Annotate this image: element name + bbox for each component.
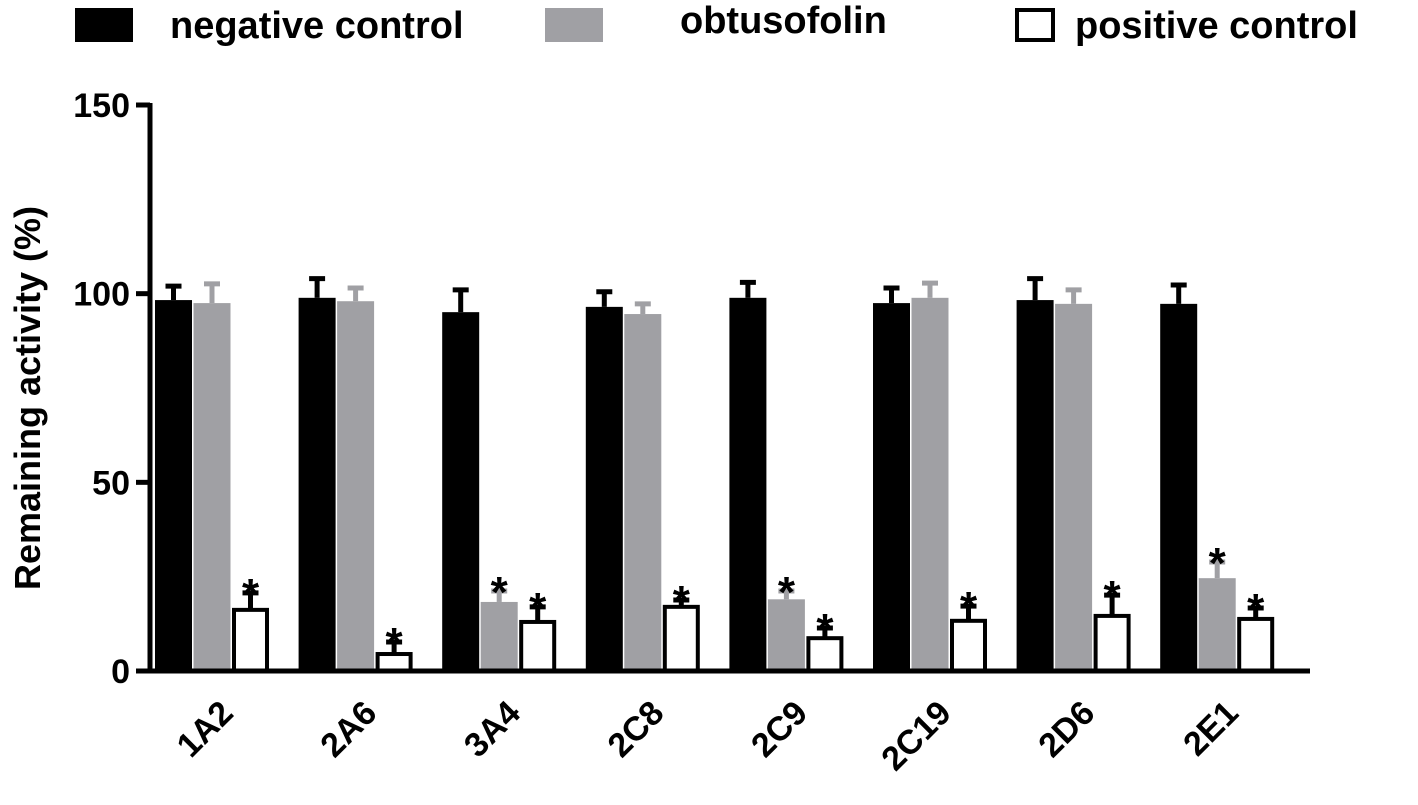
bar-1A2-2	[193, 303, 231, 671]
bar-2A6-1	[298, 297, 336, 671]
bar-2C8-3	[662, 604, 700, 673]
x-tick-label: 2A6	[313, 694, 384, 765]
x-tick-label: 2E1	[1176, 694, 1246, 764]
x-tick-label: 1A2	[170, 694, 241, 765]
bar-3A4-2	[480, 601, 518, 671]
significance-marker: *	[673, 577, 691, 626]
significance-marker: *	[491, 568, 509, 617]
bar-2C9-1	[729, 297, 767, 671]
y-tick-label: 0	[111, 653, 130, 691]
bar-2E1-2	[1198, 578, 1236, 671]
y-tick-label: 150	[73, 87, 130, 125]
bar-2A6-2	[337, 301, 375, 671]
significance-marker: *	[529, 584, 547, 633]
bar-2E1-1	[1160, 303, 1198, 671]
significance-marker: *	[1209, 539, 1227, 588]
bar-2C19-2	[911, 297, 949, 671]
bar-2C9-2	[767, 599, 805, 671]
x-tick-label: 2C19	[874, 694, 958, 778]
bar-2D6-2	[1055, 303, 1093, 671]
significance-marker: *	[386, 619, 404, 668]
y-tick-label: 100	[73, 276, 130, 314]
legend-label-3: positive control	[1075, 5, 1358, 47]
significance-marker: *	[1104, 572, 1122, 621]
bar-2C8-1	[585, 306, 623, 671]
bar-2D6-3	[1093, 613, 1131, 674]
bar-1A2-1	[155, 300, 192, 671]
legend-swatch-1	[75, 8, 133, 42]
x-tick-label: 2D6	[1031, 694, 1102, 765]
x-tick-label: 2C9	[744, 694, 815, 765]
significance-marker: *	[1247, 585, 1265, 634]
significance-marker: *	[242, 570, 260, 619]
bar-2C8-2	[624, 314, 662, 671]
x-tick-label: 3A4	[457, 694, 528, 765]
bar-2C19-3	[950, 618, 987, 673]
legend-label-2: obtusofolin	[680, 0, 887, 42]
y-axis-label: Remaining activity (%)	[7, 206, 48, 590]
bar-1A2-3	[232, 607, 269, 674]
bar-2C19-1	[873, 303, 910, 671]
significance-marker: *	[778, 568, 796, 617]
legend-swatch-2	[545, 8, 603, 42]
significance-marker: *	[816, 605, 834, 654]
bar-2D6-1	[1016, 300, 1054, 671]
bar-3A4-3	[519, 619, 557, 673]
legend-swatch-3	[1015, 8, 1055, 42]
x-tick-label: 2C8	[600, 694, 671, 765]
y-tick-label: 50	[92, 464, 130, 502]
significance-marker: *	[960, 583, 978, 632]
legend-label-1: negative control	[170, 5, 464, 47]
bar-3A4-1	[442, 312, 480, 671]
